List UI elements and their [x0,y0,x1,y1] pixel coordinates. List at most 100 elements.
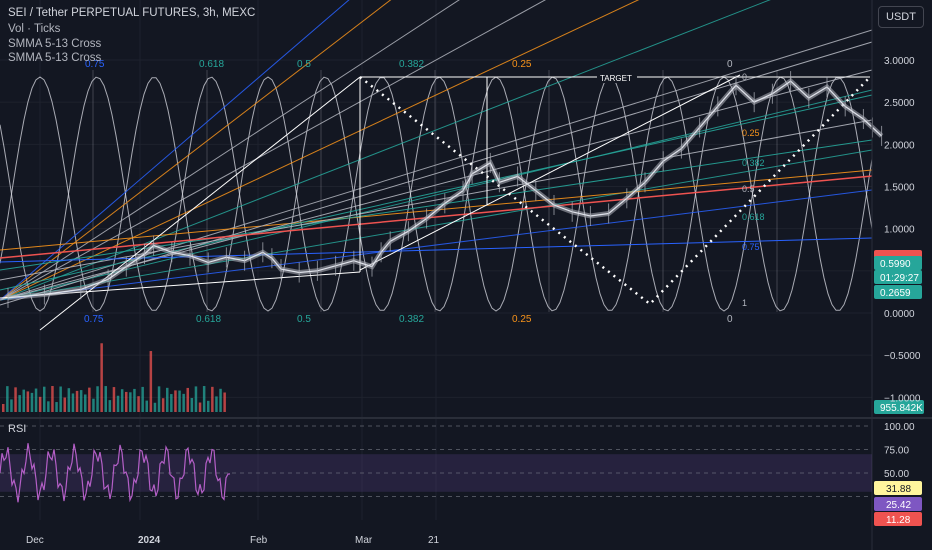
volume-bar [43,386,46,412]
price-tag: 0.5990 [880,259,911,270]
indicator-smma-2[interactable]: SMMA 5-13 Cross [8,52,102,64]
volume-bar [108,400,112,412]
volume-bar [104,386,107,412]
volume-bar [18,395,21,412]
fan-line-1 [0,149,873,301]
fib-top-label: 0.25 [512,59,532,70]
fib-top-label: 0.75 [85,59,105,70]
time-tick: 21 [428,535,440,546]
blue-support-line [0,237,873,263]
fan-label: 0.618 [742,212,765,222]
rsi-tag-bg [874,512,922,526]
volume-bar [137,396,140,412]
volume-bar [157,386,161,412]
fan-line-4 [0,0,771,301]
volume-bar [120,389,124,412]
price-tick: 1.5000 [884,183,915,194]
volume-bar [207,400,210,412]
target-label-bg [597,72,637,83]
fan-upper-5 [0,41,873,306]
volume-bar [186,387,189,412]
volume-bar [55,402,58,412]
volume-bar [112,387,116,412]
volume-bar [88,387,91,412]
price-tick: 1.0000 [884,225,915,236]
volume-bar [149,351,153,412]
volume-bar [79,390,83,412]
volume-bar [219,388,222,412]
fan-line-9 [0,0,350,301]
fib-top-label: 0.618 [199,59,224,70]
volume-bar [67,388,71,412]
volume-bar [215,396,218,412]
fan-line-8 [0,0,392,301]
price-tag-bg [874,256,922,270]
rsi-tick: 100.00 [884,422,915,433]
fib-top-label: 0.382 [399,59,424,70]
fan-upper-1 [0,139,873,271]
sine-cycle-2 [0,76,873,312]
time-tick: 2024 [138,535,161,546]
rsi-tag: 11.28 [886,515,911,526]
volume-bar [100,343,103,412]
volume-bar [202,386,206,412]
volume-bar [71,393,75,412]
fib-bottom-label: 0.382 [399,314,424,325]
volume-bar [51,386,54,412]
sine-cycle-1 [0,76,873,312]
fib-top-label: 0.5 [297,59,311,70]
volume-bar [129,392,132,412]
volume-bar [125,391,128,412]
volume-bar [10,399,13,412]
volume-bar [63,397,66,412]
fib-bottom-label: 0.75 [84,314,104,325]
volume-bar [141,386,144,412]
rsi-line [0,443,231,503]
volume-bar [34,388,38,412]
rsi-tag-bg [874,497,922,511]
fib-bottom-label: 0.618 [196,314,221,325]
volume-bar [96,386,99,412]
indicator-volume[interactable]: Vol · Ticks [8,23,61,35]
fan-label: 0.25 [742,128,760,138]
rsi-tag: 31.88 [886,484,911,495]
volume-bar [211,386,214,412]
projection-line-2 [359,74,741,271]
volume-bar [84,394,87,412]
volume-bar [30,392,34,412]
price-tick: −1.0000 [884,393,921,404]
price-tick: 2.5000 [884,98,915,109]
time-tick: Dec [26,535,44,546]
price-tag-bg [874,285,922,299]
fan-line-2 [0,89,873,301]
fan-label: 0.5 [742,184,755,194]
volume-bar [174,390,177,412]
currency-button[interactable]: USDT [878,6,924,28]
fan-line-7 [0,0,460,301]
fan-line-6 [0,0,547,301]
volume-bar [38,396,42,412]
volume-bar [182,393,185,412]
volume-bar [161,398,165,412]
volume-bar [170,394,173,412]
fan-label: 1 [742,298,747,308]
volume-bar [190,398,194,412]
price-tick: −0.5000 [884,351,921,362]
volume-bar [145,400,148,412]
indicator-smma-1[interactable]: SMMA 5-13 Cross [8,38,102,50]
fan-label: 0.75 [742,242,760,252]
volume-bar [116,395,120,412]
rsi-tag-bg [874,481,922,495]
price-tick: 3.0000 [884,56,915,67]
target-label: TARGET [600,74,632,83]
symbol-title: SEI / Tether PERPETUAL FUTURES, 3h, MEXC [8,7,256,19]
volume-bar [223,392,226,412]
volume-bar [6,386,9,412]
volume-bar [166,387,169,412]
rsi-tick: 75.00 [884,446,909,457]
volume-bar [22,389,25,412]
volume-bar [59,386,62,412]
price-tag: 0.2659 [880,288,911,299]
fib-bottom-label: 0 [727,314,733,325]
fib-bottom-label: 0.5 [297,314,311,325]
